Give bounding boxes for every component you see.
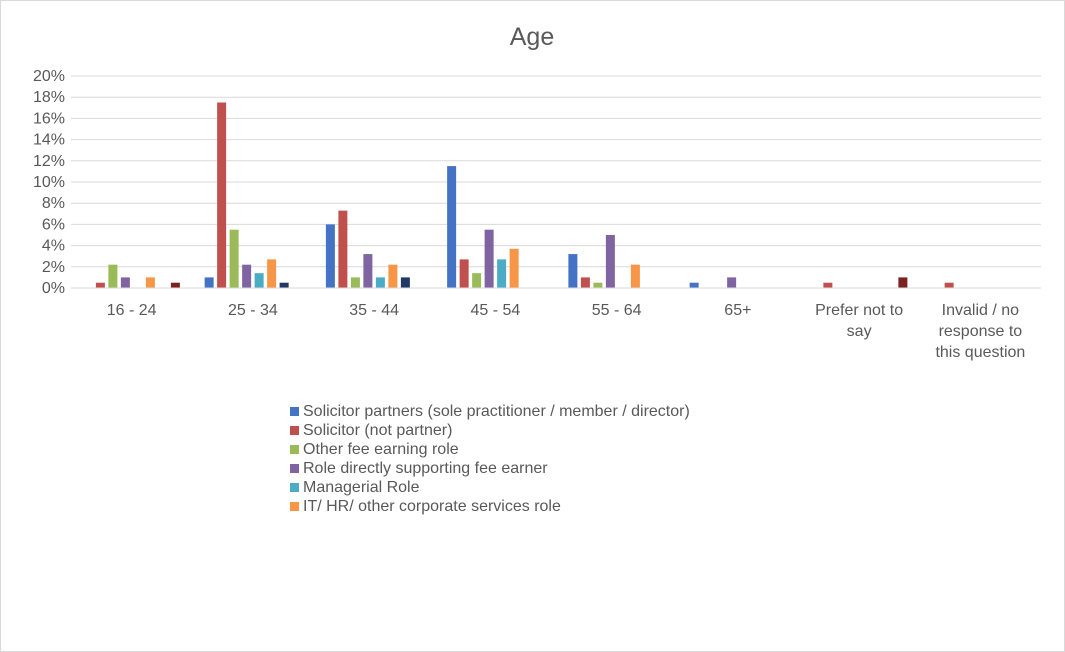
x-tick-label: Invalid / no response to this question — [935, 302, 1025, 361]
y-tick-label: 6% — [42, 216, 65, 233]
x-axis-ticks: 16 - 24 25 - 34 35 - 44 45 - 54 55 - 64 65+ Pr… — [107, 302, 1026, 361]
bar — [279, 282, 289, 288]
legend-label: Managerial Role — [303, 478, 420, 496]
y-tick-label: 12% — [33, 153, 65, 170]
bar — [630, 264, 640, 288]
x-tick-label: Prefer not to say — [815, 302, 903, 340]
legend-swatch — [290, 464, 299, 473]
bar — [593, 282, 603, 288]
bar — [95, 282, 105, 288]
bar — [509, 248, 519, 288]
bar — [459, 259, 469, 288]
legend-item: Other fee earning role — [290, 440, 690, 459]
bar — [267, 259, 277, 288]
bar — [472, 273, 482, 288]
bar — [484, 229, 494, 288]
y-tick-label: 18% — [33, 89, 65, 106]
legend-label: Role directly supporting fee earner — [303, 459, 548, 477]
bar — [568, 254, 578, 288]
y-tick-label: 4% — [42, 238, 65, 255]
chart-title: Age — [510, 23, 554, 51]
bars — [95, 102, 954, 288]
y-tick-label: 10% — [33, 174, 65, 191]
legend-label: Solicitor (not partner) — [303, 421, 453, 439]
legend-swatch — [290, 483, 299, 492]
bar — [204, 277, 214, 288]
bar — [254, 273, 264, 288]
legend-swatch — [290, 445, 299, 454]
x-tick-label: 35 - 44 — [349, 302, 399, 319]
bar — [727, 277, 737, 288]
bar — [108, 264, 118, 288]
legend-item: IT/ HR/ other corporate services role — [290, 497, 690, 516]
bar — [363, 254, 373, 288]
x-tick-label: 25 - 34 — [228, 302, 278, 319]
legend-label: Other fee earning role — [303, 440, 459, 458]
bar — [375, 277, 385, 288]
legend-swatch — [290, 426, 299, 435]
bar — [497, 259, 507, 288]
legend-label: Solicitor partners (sole practitioner / … — [303, 402, 690, 420]
legend-label: IT/ HR/ other corporate services role — [303, 497, 561, 515]
x-tick-label: 55 - 64 — [592, 302, 642, 319]
legend-item: Managerial Role — [290, 478, 690, 497]
bar — [605, 235, 615, 288]
bar — [447, 166, 457, 288]
legend-item: Solicitor partners (sole practitioner / … — [290, 402, 690, 421]
x-tick-label: 65+ — [724, 302, 751, 319]
bar — [388, 264, 398, 288]
y-tick-label: 14% — [33, 132, 65, 149]
y-tick-label: 2% — [42, 259, 65, 276]
bar — [170, 282, 180, 288]
bar — [580, 277, 590, 288]
y-tick-label: 8% — [42, 195, 65, 212]
bar — [350, 277, 360, 288]
y-tick-label: 20% — [33, 68, 65, 85]
bar — [689, 282, 699, 288]
bar — [338, 210, 348, 288]
legend: Solicitor partners (sole practitioner / … — [290, 402, 690, 516]
bar — [944, 282, 954, 288]
x-tick-label: 16 - 24 — [107, 302, 157, 319]
bar — [145, 277, 155, 288]
bar — [823, 282, 833, 288]
bar — [120, 277, 130, 288]
bar — [898, 277, 908, 288]
gridlines — [71, 75, 1041, 268]
bar — [229, 229, 239, 288]
y-tick-label: 16% — [33, 110, 65, 127]
bar — [325, 224, 335, 288]
y-axis-ticks: 0% 2% 4% 6% 8% 10% 12% 14% 16% 18% 20% — [33, 68, 65, 297]
legend-item: Role directly supporting fee earner — [290, 459, 690, 478]
bar — [242, 264, 252, 288]
legend-swatch — [290, 407, 299, 416]
legend-item: Solicitor (not partner) — [290, 421, 690, 440]
x-tick-label: 45 - 54 — [470, 302, 520, 319]
bar — [217, 102, 227, 288]
bar — [400, 277, 410, 288]
y-tick-label: 0% — [42, 280, 65, 297]
legend-swatch — [290, 502, 299, 511]
